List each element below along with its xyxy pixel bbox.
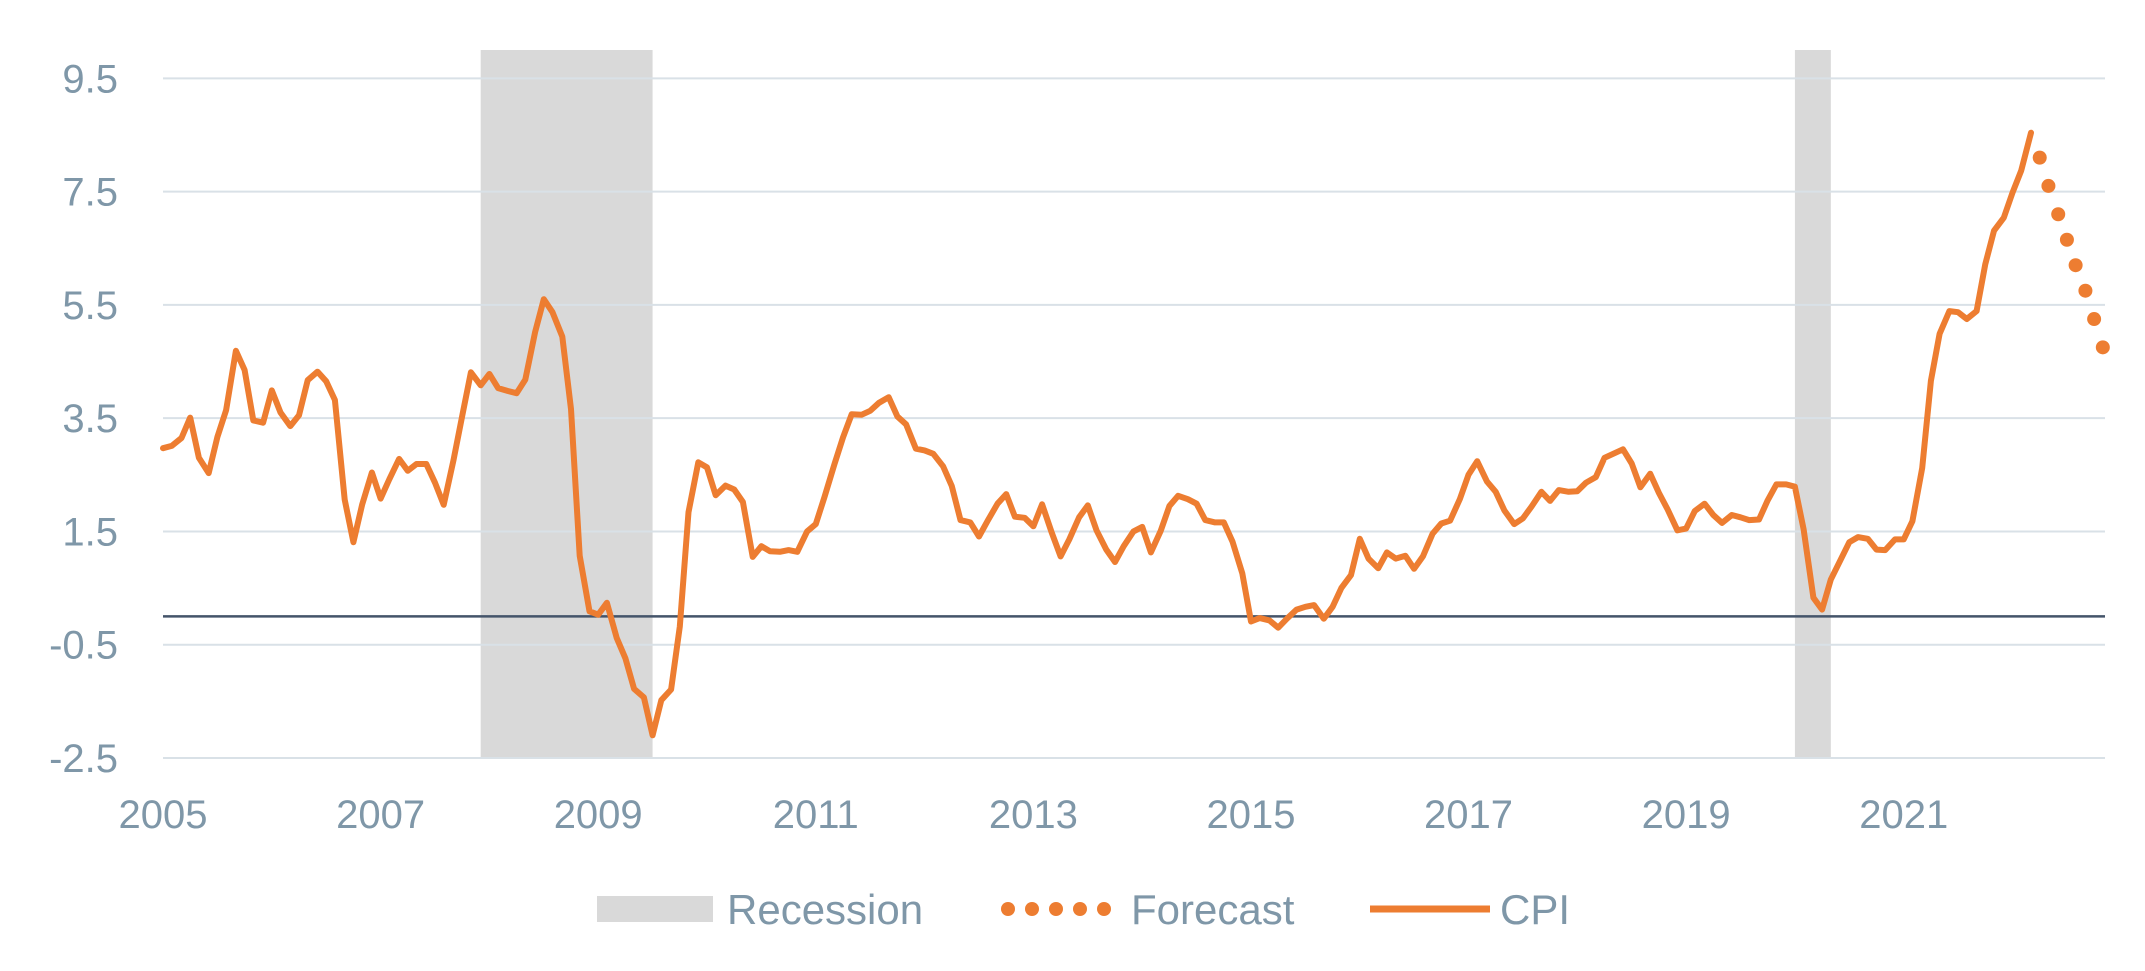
recession-band-1 [1794, 50, 1831, 758]
legend-recession-label: Recession [727, 886, 923, 933]
y-axis-ticks: 9.5 7.5 5.5 3.5 1.5 -0.5 -2.5 [49, 57, 118, 781]
forecast-point-1 [2032, 150, 2047, 165]
legend-forecast-label: Forecast [1131, 886, 1295, 933]
legend-forecast-dot [1001, 902, 1015, 916]
forecast-point-8 [2095, 340, 2110, 355]
recession-bands [480, 50, 1831, 758]
x-tick-label: 2005 [119, 793, 208, 837]
x-tick-label: 2015 [1206, 793, 1295, 837]
recession-band-0 [480, 50, 653, 758]
forecast-point-4 [2059, 232, 2074, 247]
y-tick-label: 3.5 [62, 397, 118, 441]
x-tick-label: 2017 [1424, 793, 1513, 837]
x-tick-label: 2013 [989, 793, 1078, 837]
legend-forecast-swatch [1001, 902, 1111, 916]
y-tick-label: 1.5 [62, 510, 118, 554]
forecast-point-5 [2068, 258, 2083, 273]
y-tick-label: -0.5 [49, 624, 118, 668]
y-tick-label: 5.5 [62, 284, 118, 328]
x-tick-label: 2011 [773, 793, 859, 837]
cpi-series-line [160, 129, 2034, 739]
forecast-point-2 [2041, 178, 2056, 193]
legend-forecast-dot [1097, 902, 1111, 916]
series-lines [160, 129, 2110, 739]
x-tick-label: 2009 [554, 793, 643, 837]
forecast-point-3 [2051, 207, 2066, 222]
x-tick-label: 2019 [1642, 793, 1731, 837]
y-tick-label: -2.5 [49, 737, 118, 781]
legend-forecast-dot [1049, 902, 1063, 916]
x-tick-label: 2021 [1859, 793, 1948, 837]
legend-forecast-dot [1073, 902, 1087, 916]
legend-recession-swatch [597, 896, 713, 922]
x-axis-ticks: 2005 2007 2009 2011 2013 2015 2017 2019 2021 [119, 793, 1949, 837]
y-tick-label: 9.5 [62, 57, 118, 101]
legend-cpi-label: CPI [1500, 886, 1570, 933]
y-tick-label: 7.5 [62, 171, 118, 215]
forecast-point-6 [2078, 283, 2093, 298]
legend: Recession Forecast CPI [597, 886, 1570, 933]
x-tick-label: 2007 [336, 793, 425, 837]
forecast-point-7 [2087, 312, 2102, 327]
legend-forecast-dot [1025, 902, 1039, 916]
